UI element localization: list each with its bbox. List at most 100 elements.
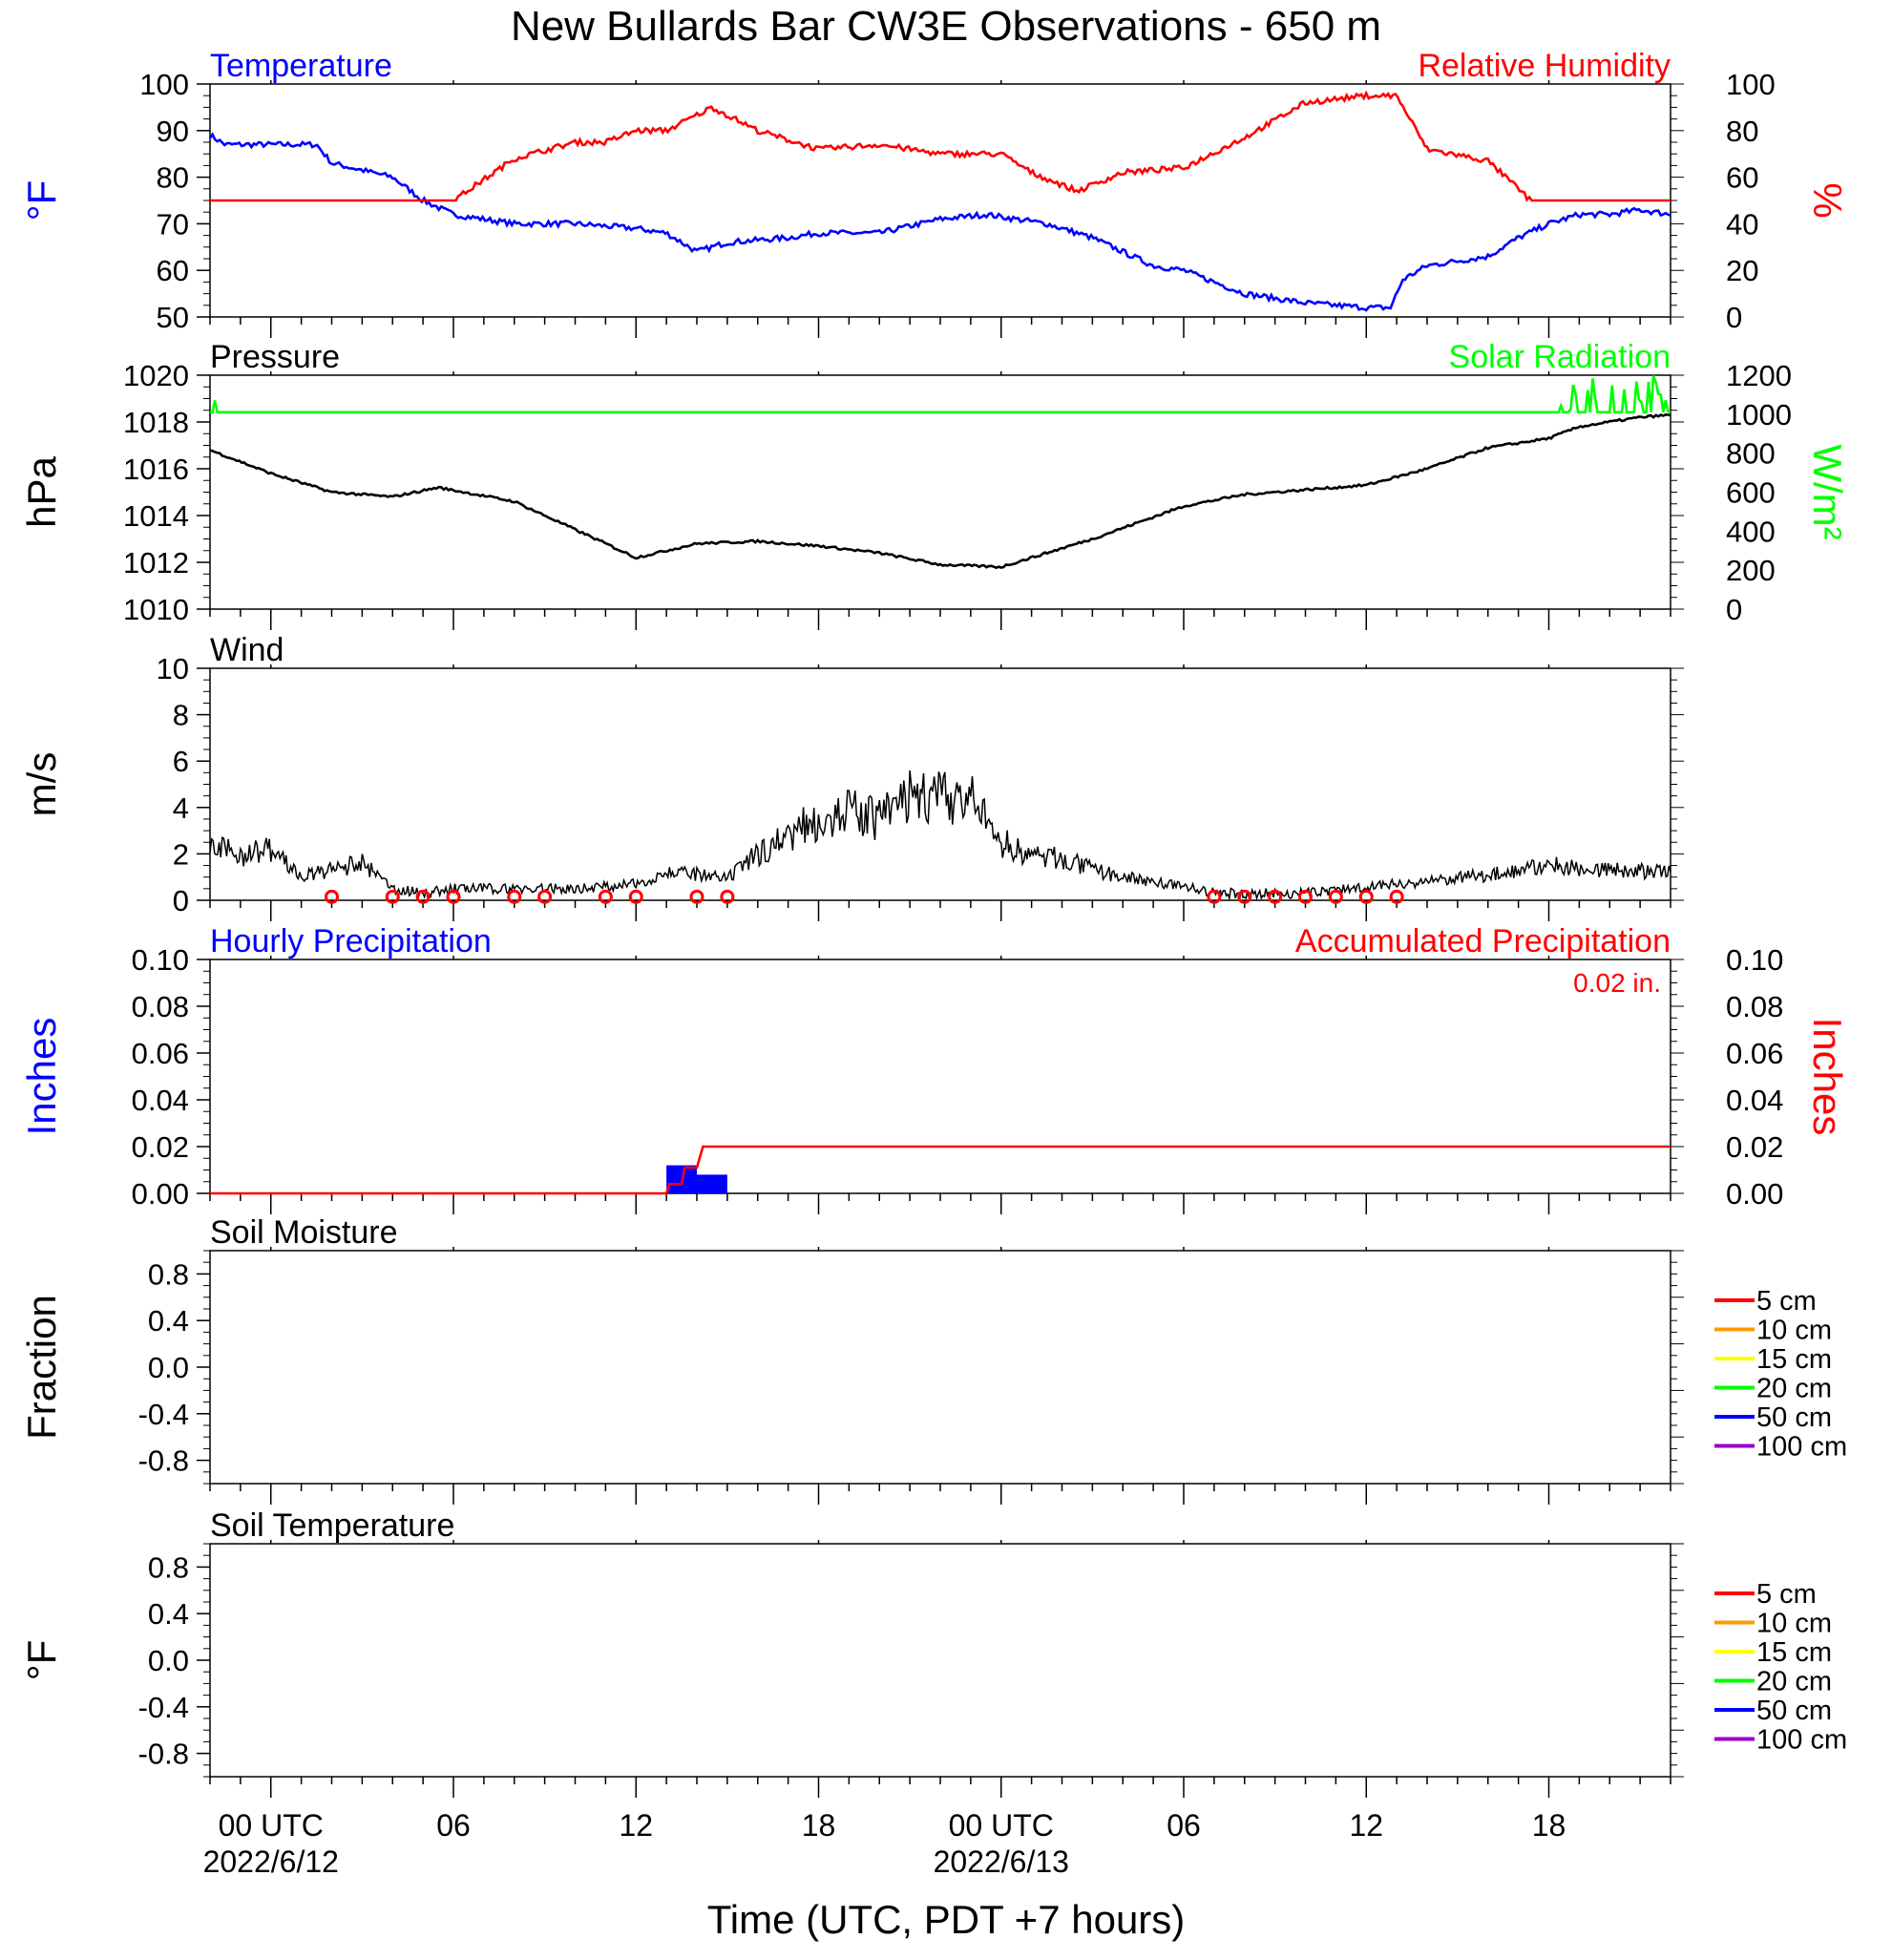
accumulated-total-label: 0.02 in.: [1573, 968, 1661, 998]
left-y-axis: 50 60 70 80 90 100: [139, 68, 210, 334]
legend-label: 5 cm: [1756, 1579, 1817, 1610]
left-y-tick-label: 0.8: [148, 1257, 189, 1291]
panel-right-title: Accumulated Precipitation: [1295, 923, 1671, 959]
right-y-tick-label: 1000: [1726, 398, 1792, 432]
humidity-line: [210, 90, 1671, 202]
accum_precip-line: [210, 1145, 1671, 1195]
wind-calm-marker: [415, 889, 431, 904]
left-y-tick-label: 0.4: [148, 1597, 189, 1631]
panel-left-title: Hourly Precipitation: [210, 923, 492, 959]
left-y-axis-label: °F: [19, 180, 64, 221]
right-y-axis: 0.00 0.02 0.04 0.06 0.08 0.10: [1671, 943, 1783, 1211]
panel-left-title: Wind: [210, 632, 284, 668]
panel-left-title: Soil Temperature: [210, 1507, 454, 1544]
time-ticks: [209, 1540, 1671, 1798]
left-y-tick-label: 0.0: [148, 1644, 189, 1677]
right-y-axis: [1671, 667, 1684, 901]
left-y-tick-label: 100: [139, 68, 189, 101]
left-y-axis: 0 2 4 6 8 10: [157, 652, 210, 917]
left-y-tick-label: 8: [173, 699, 189, 732]
right-y-tick-label: 0.00: [1726, 1177, 1783, 1211]
left-y-axis: -0.8 -0.4 0.0 0.4 0.8: [138, 1543, 210, 1778]
left-y-tick-label: 0: [173, 884, 189, 917]
panel-left-title: Pressure: [210, 339, 340, 375]
legend-label: 10 cm: [1756, 1609, 1832, 1639]
legend-label: 15 cm: [1756, 1344, 1832, 1375]
right-y-tick-label: 0: [1726, 593, 1742, 626]
panel-soil_moisture: -0.8 -0.4 0.0 0.4 0.8 Soil Moisture Fraction 5 …: [19, 1214, 1847, 1505]
time-tick-label: 18: [802, 1808, 836, 1843]
legend-label: 15 cm: [1756, 1637, 1832, 1668]
time-ticks: [209, 956, 1671, 1214]
left-y-tick-label: 0.8: [148, 1550, 189, 1584]
right-y-axis-label: Inches: [1805, 1018, 1850, 1136]
left-y-tick-label: -0.4: [138, 1691, 189, 1724]
right-y-tick-label: 0.08: [1726, 990, 1783, 1023]
left-y-tick-label: 0.04: [132, 1084, 189, 1117]
time-tick-label: 00 UTC: [219, 1808, 324, 1843]
left-y-axis: 1010 1012 1014 1016 1018 1020: [123, 359, 210, 626]
time-tick-label: 12: [619, 1808, 653, 1843]
left-y-tick-label: 90: [157, 115, 189, 148]
left-y-tick-label: 70: [157, 207, 189, 241]
right-y-tick-label: 0: [1726, 301, 1742, 334]
wind-calm-marker: [628, 889, 643, 904]
time-tick-date: 2022/6/13: [934, 1844, 1069, 1879]
time-axis-label: Time (UTC, PDT +7 hours): [707, 1897, 1186, 1942]
wind-calm-marker: [720, 889, 735, 904]
left-y-tick-label: 60: [157, 254, 189, 287]
hourly-precip-bar: [697, 1174, 727, 1193]
panel-right-title: Relative Humidity: [1418, 48, 1671, 84]
left-y-tick-label: 1012: [123, 546, 189, 580]
time-tick-label: 12: [1349, 1808, 1383, 1843]
left-y-axis-label: Inches: [19, 1018, 64, 1136]
left-y-tick-label: 0.06: [132, 1037, 189, 1070]
left-y-tick-label: 0.08: [132, 990, 189, 1023]
left-y-axis: -0.8 -0.4 0.0 0.4 0.8: [138, 1250, 210, 1485]
time-ticks: [209, 80, 1671, 338]
left-y-axis-label: Fraction: [19, 1295, 64, 1440]
chart-title: New Bullards Bar CW3E Observations - 650…: [511, 3, 1381, 50]
right-y-axis-label: %: [1805, 182, 1850, 218]
time-tick-date: 2022/6/12: [203, 1844, 339, 1879]
wind-calm-marker: [325, 889, 339, 904]
plot-frame: [209, 959, 1671, 1194]
left-y-tick-label: -0.8: [138, 1444, 189, 1478]
wind-line: [209, 770, 1671, 901]
right-y-tick-label: 0.02: [1726, 1130, 1783, 1164]
time-tick-label: 06: [1167, 1808, 1201, 1843]
left-y-tick-label: 1010: [123, 593, 189, 626]
panel-temp_rh: 50 60 70 80 90 100 0 20 40 60 80 100 Temperature Rela…: [19, 48, 1850, 338]
right-y-tick-label: 600: [1726, 476, 1776, 510]
left-y-tick-label: -0.4: [138, 1398, 189, 1431]
right-y-tick-label: 80: [1726, 115, 1758, 148]
legend-label: 50 cm: [1756, 1696, 1832, 1726]
wind-calm-marker: [385, 889, 400, 904]
right-y-tick-label: 0.04: [1726, 1084, 1783, 1117]
right-y-tick-label: 400: [1726, 515, 1776, 548]
wind-calm-marker: [1389, 889, 1404, 904]
legend-label: 5 cm: [1756, 1286, 1817, 1317]
right-y-tick-label: 800: [1726, 437, 1776, 471]
temperature-line: [208, 132, 1671, 312]
wind-calm-marker: [1298, 889, 1313, 904]
left-y-tick-label: 0.4: [148, 1304, 189, 1338]
left-y-tick-label: 50: [157, 301, 189, 334]
plot-frame: [209, 374, 1671, 610]
right-y-axis-label: W/m²: [1805, 444, 1850, 539]
wind-calm-marker: [1207, 889, 1222, 904]
left-y-tick-label: 1020: [123, 359, 189, 392]
left-y-tick-label: 4: [173, 791, 189, 825]
right-y-tick-label: 200: [1726, 554, 1776, 587]
left-y-tick-label: 0.00: [132, 1177, 189, 1211]
right-y-tick-label: 0.06: [1726, 1037, 1783, 1070]
time-ticks: [209, 664, 1671, 921]
time-ticks: [209, 371, 1671, 630]
left-y-tick-label: 80: [157, 161, 189, 195]
left-y-axis-label: m/s: [19, 752, 64, 817]
left-y-axis-label: hPa: [19, 455, 64, 527]
panel-left-title: Soil Moisture: [210, 1214, 398, 1251]
wind-calm-marker: [1268, 889, 1283, 904]
